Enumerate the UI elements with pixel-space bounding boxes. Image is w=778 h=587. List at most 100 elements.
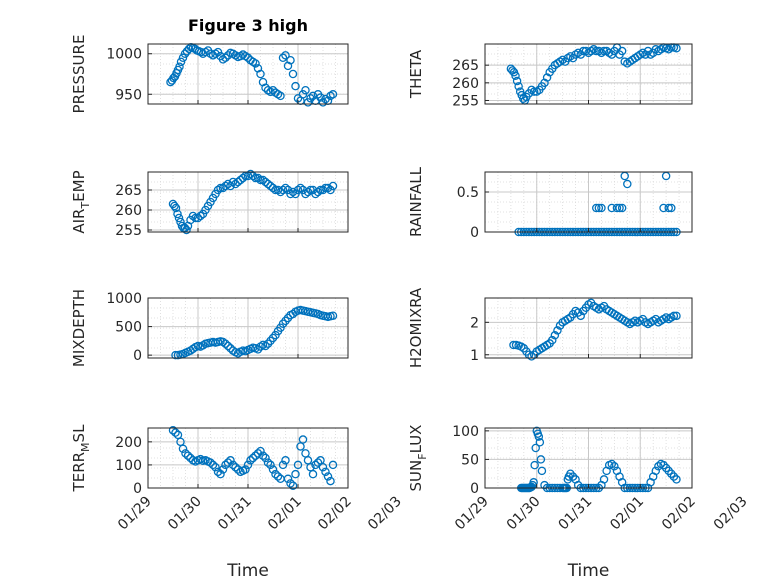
data-point bbox=[328, 181, 338, 191]
data-point bbox=[231, 462, 240, 472]
y-tick-label: 2 bbox=[470, 315, 479, 331]
data-point bbox=[527, 482, 536, 492]
y-axis-label: AIRTEMP bbox=[70, 170, 92, 233]
data-point bbox=[261, 341, 270, 351]
subplot-1: 950 1000 PRESSURE Figure 3 high bbox=[70, 16, 349, 114]
data-point bbox=[576, 311, 585, 321]
data-point bbox=[531, 443, 540, 453]
data-point bbox=[540, 78, 549, 88]
data-point bbox=[667, 203, 676, 213]
subplot-5: 0 500 1000 MIXDEPTH bbox=[70, 289, 349, 367]
y-tick-label: 200 bbox=[115, 435, 142, 451]
data-point bbox=[536, 455, 546, 464]
data-point bbox=[261, 453, 270, 463]
x-tick-label: 02/01 bbox=[607, 494, 647, 534]
data-point bbox=[258, 451, 268, 460]
data-point bbox=[278, 460, 288, 470]
data-point bbox=[610, 462, 619, 471]
y-tick-label: 260 bbox=[115, 203, 142, 219]
data-point bbox=[273, 185, 283, 195]
data-point bbox=[542, 73, 552, 82]
data-point bbox=[171, 428, 180, 437]
x-tick-label: 01/29 bbox=[115, 494, 155, 534]
data-point bbox=[553, 326, 562, 335]
data-point bbox=[168, 426, 178, 435]
data-point bbox=[216, 183, 225, 193]
y-tick-label: 265 bbox=[115, 183, 142, 199]
data-point bbox=[286, 189, 295, 199]
data-point bbox=[191, 213, 200, 223]
data-point bbox=[599, 46, 609, 56]
data-point bbox=[286, 479, 295, 488]
data-point bbox=[276, 91, 285, 101]
data-point bbox=[223, 341, 233, 351]
data-point bbox=[213, 185, 223, 195]
subplot-3: 255 260 265 AIRTEMP bbox=[70, 169, 349, 239]
x-tick-label: 02/02 bbox=[659, 494, 699, 534]
data-point bbox=[293, 460, 303, 470]
data-point bbox=[173, 209, 182, 219]
data-point bbox=[174, 213, 184, 223]
data-point bbox=[176, 57, 186, 67]
data-point bbox=[211, 462, 220, 472]
data-point bbox=[291, 469, 300, 479]
data-point bbox=[228, 460, 238, 470]
data-point bbox=[512, 76, 522, 86]
data-point bbox=[216, 469, 225, 479]
data-point bbox=[316, 93, 325, 102]
y-axis-label: TERRMSL bbox=[70, 424, 92, 493]
data-point bbox=[311, 460, 320, 470]
x-tick-label: 01/30 bbox=[165, 494, 205, 534]
data-point bbox=[221, 181, 230, 191]
y-tick-label: 255 bbox=[115, 223, 142, 239]
x-tick-label: 01/31 bbox=[555, 494, 595, 534]
data-point bbox=[271, 469, 280, 479]
data-point bbox=[288, 187, 298, 197]
data-point bbox=[296, 183, 305, 193]
data-point bbox=[183, 451, 193, 460]
data-point bbox=[594, 203, 604, 213]
data-point bbox=[281, 51, 290, 60]
data-point bbox=[283, 474, 293, 484]
data-point bbox=[529, 478, 538, 487]
x-tick-label: 02/01 bbox=[265, 494, 305, 534]
y-axis-label: RAINFALL bbox=[407, 166, 425, 237]
data-point bbox=[268, 465, 278, 474]
x-axis-label: Time bbox=[226, 561, 269, 581]
data-point bbox=[286, 55, 295, 65]
data-point bbox=[313, 187, 323, 197]
y-tick-label: 0 bbox=[470, 481, 479, 497]
subplot-7: 0 100 200 TERRMSL 01/29 01/30 01/31 02/01 02/02 0… bbox=[70, 424, 405, 581]
data-point bbox=[318, 462, 328, 472]
data-point bbox=[256, 69, 265, 79]
subplot-6: 1 2 H2OMIXRA bbox=[407, 287, 693, 368]
y-axis-label: PRESSURE bbox=[70, 35, 88, 114]
data-point bbox=[612, 203, 622, 213]
data-point bbox=[672, 311, 681, 321]
data-point bbox=[251, 173, 260, 183]
data-point bbox=[218, 465, 228, 474]
data-point bbox=[669, 311, 679, 321]
data-point bbox=[550, 331, 560, 340]
data-point bbox=[617, 203, 627, 213]
data-point bbox=[509, 340, 518, 350]
y-axis-label: H2OMIXRA bbox=[407, 287, 425, 368]
data-point bbox=[303, 187, 313, 197]
data-point bbox=[597, 203, 606, 213]
data-point bbox=[256, 175, 265, 185]
x-axis-label: Time bbox=[567, 561, 610, 581]
data-point bbox=[206, 458, 215, 467]
y-tick-label: 950 bbox=[115, 87, 142, 103]
data-point bbox=[251, 59, 260, 68]
data-point bbox=[537, 466, 547, 476]
data-point bbox=[328, 311, 338, 320]
y-tick-label: 100 bbox=[452, 424, 479, 440]
data-point bbox=[326, 476, 335, 486]
data-point bbox=[293, 185, 303, 195]
x-tick-label: 01/30 bbox=[504, 494, 544, 534]
y-tick-label: 100 bbox=[115, 458, 142, 474]
y-tick-label: 0 bbox=[133, 481, 142, 497]
y-tick-label: 260 bbox=[452, 76, 479, 92]
data-point bbox=[171, 203, 181, 213]
data-point bbox=[181, 449, 190, 458]
